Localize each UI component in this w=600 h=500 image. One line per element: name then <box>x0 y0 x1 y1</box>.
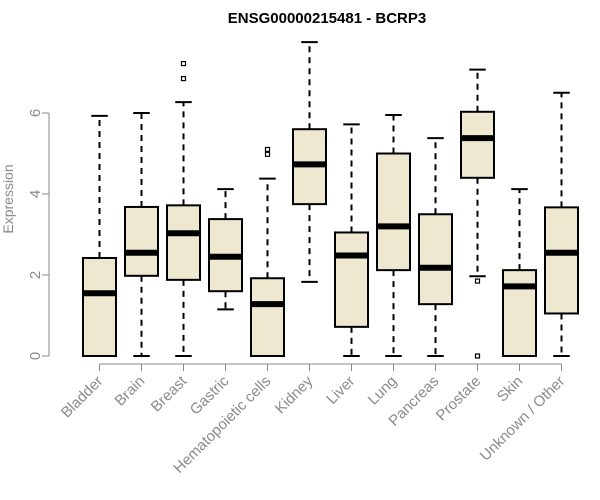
box-group <box>82 114 117 357</box>
x-tick-label: Kidney <box>272 372 317 417</box>
y-tick-label: 4 <box>27 190 44 198</box>
y-tick-label: 6 <box>27 109 44 117</box>
box-group <box>418 137 453 357</box>
y-tick-label: 2 <box>27 271 44 279</box>
outlier-point <box>180 75 187 82</box>
box <box>166 204 201 281</box>
box-group <box>502 188 537 358</box>
x-tick-label: Liver <box>323 373 358 408</box>
box <box>124 205 159 277</box>
x-tick-label: Bladder <box>58 373 107 422</box>
box <box>418 213 453 306</box>
box <box>460 110 495 179</box>
box <box>376 152 411 272</box>
box <box>334 231 369 328</box>
box-group <box>208 188 243 311</box>
x-tick-label: Breast <box>148 372 191 415</box>
outlier-point <box>264 146 271 153</box>
x-tick-label: Lung <box>365 373 401 409</box>
outlier-point <box>474 353 481 359</box>
x-tick-label: Brain <box>112 373 149 410</box>
outlier-point <box>474 278 481 284</box>
box-group <box>334 123 369 357</box>
boxes-layer <box>82 41 579 359</box>
box-group <box>250 146 285 357</box>
box-group <box>166 60 201 357</box>
x-tick-label: Skin <box>494 373 527 406</box>
box-group <box>460 68 495 359</box>
outlier-point <box>180 60 187 67</box>
box <box>544 206 579 315</box>
box-group <box>544 91 579 357</box>
y-tick-label: 0 <box>27 352 44 360</box>
box <box>250 277 285 357</box>
box <box>502 269 537 358</box>
x-tick-label: Prostate <box>433 373 485 425</box>
outlier-point <box>264 151 271 157</box>
y-axis-label: Expression <box>0 164 16 233</box>
y-axis: 0 2 4 6 <box>27 109 50 360</box>
box <box>82 256 117 357</box>
box-group <box>292 41 327 283</box>
box-group <box>124 112 159 357</box>
chart-title: ENSG00000215481 - BCRP3 <box>228 10 426 27</box>
box-group <box>376 114 411 357</box>
